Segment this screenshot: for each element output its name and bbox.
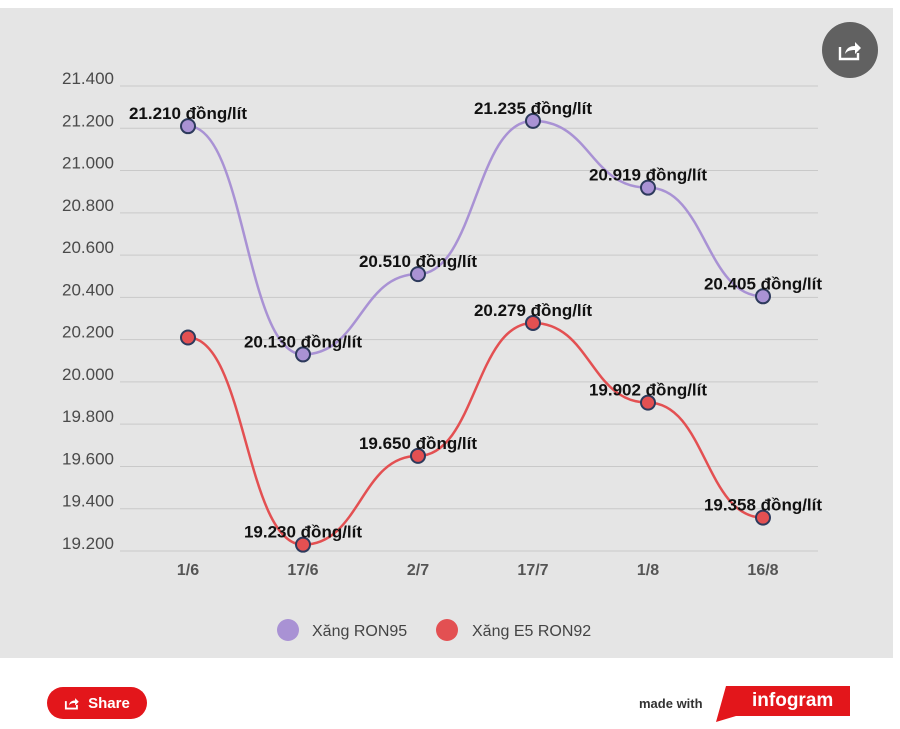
data-point	[295, 346, 311, 363]
y-tick-label: 20.200	[62, 323, 114, 342]
share-icon	[838, 42, 861, 61]
data-label: 19.230 đồng/lít	[244, 523, 362, 542]
made-with-text: made with	[639, 696, 703, 711]
x-tick-label: 2/7	[407, 562, 429, 579]
share-button-label: Share	[88, 694, 130, 712]
x-tick-label: 17/7	[517, 562, 548, 579]
share-icon	[65, 698, 79, 710]
data-point	[180, 329, 196, 346]
legend-label: Xăng RON95	[312, 623, 407, 640]
data-point	[410, 266, 426, 283]
data-label: 20.919 đồng/lít	[589, 166, 707, 185]
y-tick-label: 19.200	[62, 534, 114, 553]
series-line-1	[187, 119, 764, 356]
data-label: 19.650 đồng/lít	[359, 434, 477, 453]
y-tick-label: 19.400	[62, 492, 114, 511]
legend-marker	[436, 619, 458, 641]
x-tick-label: 1/8	[637, 562, 659, 579]
data-point	[640, 179, 656, 196]
y-tick-label: 21.400	[62, 69, 114, 88]
y-tick-label: 21.000	[62, 154, 114, 173]
y-tick-label: 20.800	[62, 196, 114, 215]
share-fab-button[interactable]	[822, 22, 878, 78]
x-tick-label: 16/8	[747, 562, 778, 579]
data-label: 19.358 đồng/lít	[704, 496, 822, 515]
legend-label: Xăng E5 RON92	[472, 623, 591, 640]
data-point	[180, 118, 196, 135]
chart-card	[0, 8, 893, 658]
data-label: 20.130 đồng/lít	[244, 332, 362, 351]
data-point	[525, 112, 541, 129]
y-tick-label: 19.600	[62, 449, 114, 468]
x-tick-label: 1/6	[177, 562, 199, 579]
data-label: 20.405 đồng/lít	[704, 274, 822, 293]
data-point	[755, 509, 771, 526]
data-point	[755, 288, 771, 305]
share-button[interactable]: Share	[47, 687, 147, 719]
data-label: 20.279 đồng/lít	[474, 301, 592, 320]
infogram-logo[interactable]	[716, 684, 850, 722]
data-label: 20.510 đồng/lít	[359, 252, 477, 271]
data-label: 21.210 đồng/lít	[129, 104, 247, 123]
x-tick-label: 17/6	[287, 562, 318, 579]
y-tick-label: 20.000	[62, 365, 114, 384]
data-point	[640, 394, 656, 411]
infogram-logo-text: infogram	[752, 690, 834, 711]
data-point	[295, 536, 311, 553]
data-point	[410, 447, 426, 464]
y-tick-label: 21.200	[62, 111, 114, 130]
series-line-2	[187, 321, 764, 546]
legend-marker	[277, 619, 299, 641]
data-label: 21.235 đồng/lít	[474, 99, 592, 118]
y-tick-label: 20.400	[62, 280, 114, 299]
data-point	[525, 314, 541, 331]
y-tick-label: 20.600	[62, 238, 114, 257]
y-tick-label: 19.800	[62, 407, 114, 426]
data-label: 19.902 đồng/lít	[589, 381, 707, 400]
